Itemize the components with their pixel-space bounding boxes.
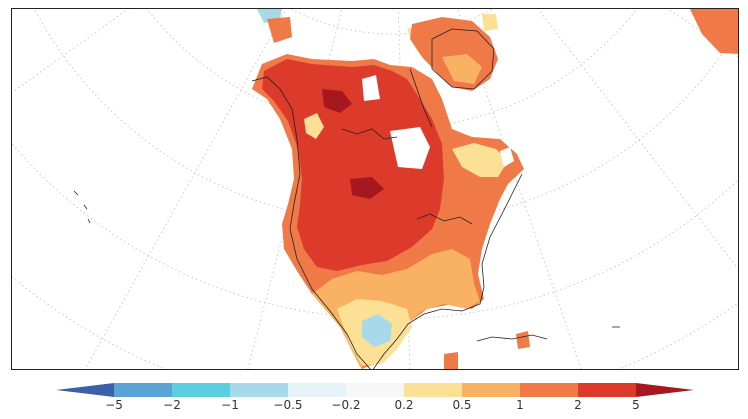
colorbar-segment <box>578 383 636 397</box>
colorbar-segment <box>288 383 346 397</box>
field-yellow-spot <box>304 113 324 139</box>
colorbar-tick-label: −0.5 <box>273 398 303 412</box>
colorbar-tick-label: −5 <box>105 398 123 412</box>
colorbar-segment <box>346 383 404 397</box>
colorbar-graphic <box>56 383 694 397</box>
field-yellow-east <box>452 143 508 177</box>
field-greenland-light <box>442 54 482 84</box>
colorbar-tick-label: 0.2 <box>394 398 414 412</box>
colorbar-extend-left <box>56 383 114 397</box>
field-island-a <box>267 17 292 43</box>
field-blue-mexico <box>362 314 392 347</box>
field-red <box>262 59 444 271</box>
colorbar-segment <box>462 383 520 397</box>
colorbar-segments <box>56 383 694 397</box>
field-island-b <box>482 14 498 31</box>
coastlines <box>73 28 620 369</box>
colorbar-tick-label: −1 <box>221 398 239 412</box>
anomaly-map <box>12 9 738 369</box>
colorbar-extend-right <box>636 383 694 397</box>
missing-data-2 <box>362 75 380 101</box>
field-dark-red <box>322 89 352 113</box>
field-cuba <box>444 352 458 369</box>
field-caribbean <box>516 331 530 349</box>
anomaly-fields <box>252 9 738 369</box>
colorbar-segment <box>404 383 462 397</box>
colorbar-segment <box>172 383 230 397</box>
colorbar <box>0 378 748 419</box>
colorbar-tick-label: 1 <box>516 398 524 412</box>
map-panel <box>11 8 739 370</box>
colorbar-tick-label: 2 <box>574 398 582 412</box>
colorbar-tick-label: −0.2 <box>331 398 361 412</box>
colorbar-tick-label: 0.5 <box>452 398 472 412</box>
missing-data-3 <box>500 147 514 167</box>
field-europe <box>690 9 738 54</box>
colorbar-tick-label: −2 <box>163 398 181 412</box>
missing-data-1 <box>390 127 430 169</box>
colorbar-segment <box>230 383 288 397</box>
field-dark-red-2 <box>350 177 384 199</box>
colorbar-segment <box>520 383 578 397</box>
colorbar-segment <box>114 383 172 397</box>
colorbar-tick-label: 5 <box>632 398 640 412</box>
